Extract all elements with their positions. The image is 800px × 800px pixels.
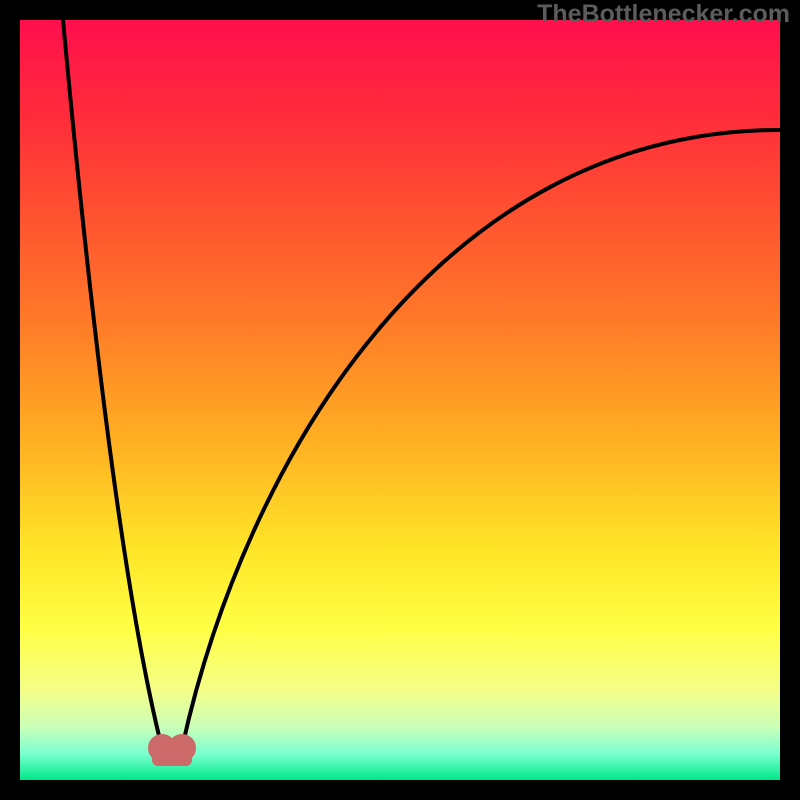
chart-frame: TheBottlenecker.com xyxy=(0,0,800,800)
plot-area xyxy=(20,20,780,780)
optimal-marker xyxy=(152,738,192,766)
watermark-text: TheBottlenecker.com xyxy=(537,0,790,29)
gradient-background xyxy=(20,20,780,780)
bottleneck-curve-chart xyxy=(20,20,780,780)
